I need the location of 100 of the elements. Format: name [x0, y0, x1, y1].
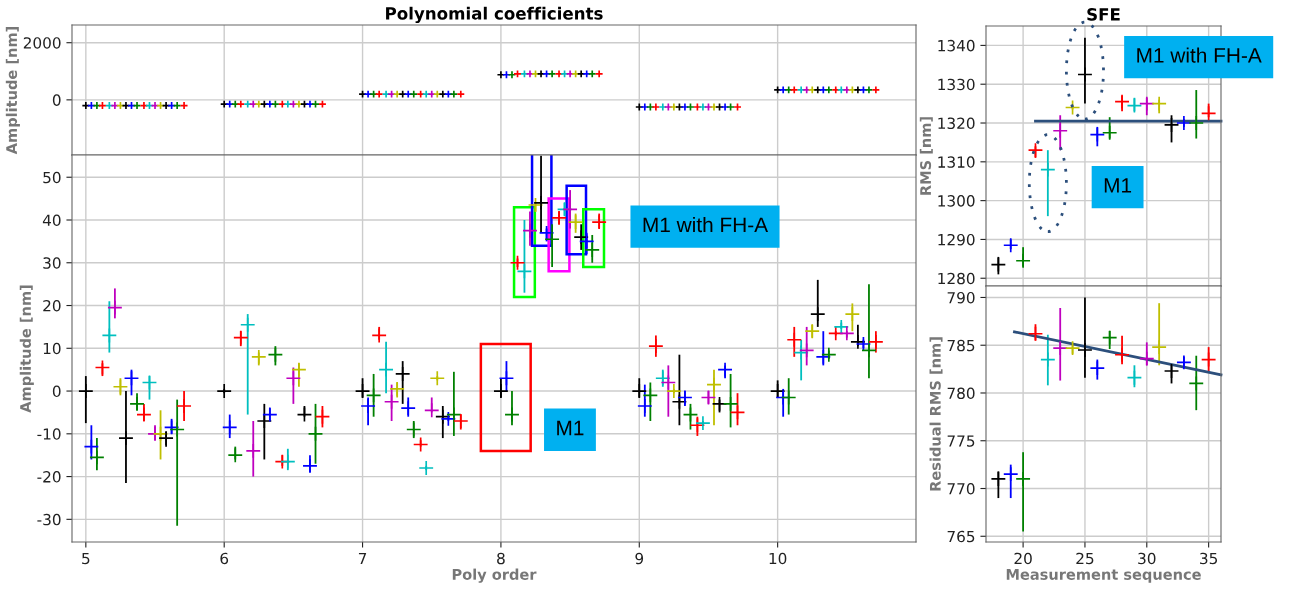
point	[398, 89, 407, 99]
x-tick-label: 9	[635, 552, 644, 565]
y-tick-label: 0	[52, 94, 61, 106]
point	[1188, 375, 1205, 392]
point	[498, 370, 515, 386]
point	[809, 306, 826, 322]
point	[780, 389, 797, 406]
point	[1077, 342, 1093, 358]
point	[1064, 340, 1081, 356]
point	[267, 346, 284, 363]
point	[378, 361, 394, 378]
annotation: M1 with FH-A	[1137, 47, 1262, 63]
point	[831, 85, 841, 95]
chart-title: Polynomial coefficients	[386, 6, 603, 24]
point	[374, 89, 384, 99]
point	[1040, 351, 1056, 368]
point	[655, 370, 671, 386]
y-axis-title: RMS [nm]	[919, 117, 933, 195]
x-axis-title: Poly order	[452, 568, 537, 583]
point	[842, 85, 852, 95]
x-tick-label: 7	[358, 552, 367, 565]
point	[225, 99, 235, 109]
y-tick-label: 1340	[938, 39, 975, 52]
point	[853, 85, 863, 95]
point	[789, 85, 799, 95]
point	[394, 366, 411, 382]
chart-title: SFE	[1087, 8, 1120, 21]
point	[642, 387, 659, 404]
y-tick-label: 1320	[938, 117, 975, 130]
point	[158, 430, 174, 446]
point	[245, 443, 262, 459]
point	[504, 406, 520, 423]
point	[695, 415, 711, 431]
point	[584, 242, 601, 258]
point	[427, 89, 437, 99]
point	[793, 344, 809, 361]
x-tick-label: 25	[1076, 552, 1094, 565]
y-tick-label: 770	[947, 482, 975, 495]
point	[163, 419, 180, 436]
y-axis-title: Amplitude [nm]	[5, 26, 20, 155]
point	[236, 99, 246, 109]
y-tick-label: 775	[947, 435, 975, 447]
point	[493, 383, 509, 399]
point	[844, 306, 861, 322]
point	[637, 398, 653, 414]
point	[700, 389, 717, 406]
point	[547, 69, 557, 79]
y-tick-label: 1280	[938, 272, 975, 285]
point	[429, 370, 446, 386]
point	[1151, 95, 1167, 112]
point	[861, 342, 877, 359]
x-tick-label: 6	[220, 552, 229, 565]
point	[660, 374, 677, 391]
point	[136, 406, 152, 423]
point	[990, 256, 1007, 273]
point	[1188, 115, 1205, 131]
point	[804, 323, 821, 339]
y-tick-label: 40	[42, 214, 61, 227]
point	[221, 419, 238, 436]
point	[83, 438, 100, 455]
point	[405, 421, 422, 438]
point	[594, 69, 604, 79]
point	[416, 89, 425, 99]
point	[802, 85, 812, 95]
point	[1027, 142, 1044, 158]
point	[1064, 99, 1081, 116]
point	[551, 210, 567, 226]
point	[233, 329, 249, 346]
point	[129, 396, 145, 412]
point	[1126, 97, 1143, 114]
point	[839, 325, 855, 342]
x-tick-label: 8	[497, 552, 505, 565]
y-tick-label: 50	[43, 171, 61, 184]
point	[307, 426, 324, 442]
y-axis-title: Residual RMS [nm]	[929, 337, 943, 491]
point	[1002, 237, 1019, 254]
point	[1176, 115, 1192, 131]
point	[254, 99, 264, 109]
point	[706, 376, 722, 393]
point	[1126, 369, 1143, 386]
point	[418, 460, 434, 476]
point	[1040, 161, 1056, 178]
y-tick-label: 2000	[23, 37, 61, 49]
point	[365, 387, 382, 404]
point	[544, 231, 560, 248]
point	[216, 383, 232, 399]
point	[265, 99, 275, 109]
point	[509, 254, 526, 271]
point	[251, 349, 267, 365]
point	[1101, 124, 1118, 141]
point	[677, 389, 693, 406]
point	[107, 299, 123, 316]
x-tick-label: 30	[1138, 552, 1156, 565]
point	[262, 406, 278, 423]
point	[533, 195, 549, 211]
point	[786, 331, 803, 348]
point	[1027, 325, 1044, 342]
point	[423, 402, 440, 419]
point	[78, 383, 94, 399]
annotation: M1 with FH-A	[643, 216, 769, 233]
